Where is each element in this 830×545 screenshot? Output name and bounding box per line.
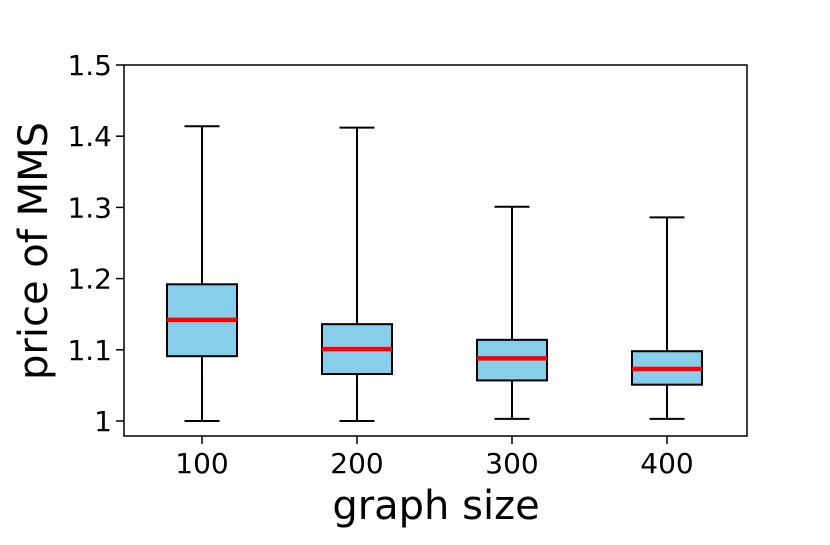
- x-tick-label: 200: [330, 447, 383, 480]
- y-tick-label: 1.5: [67, 49, 112, 82]
- x-tick-label: 300: [485, 447, 538, 480]
- plot-content: [166, 125, 703, 422]
- y-tick-label: 1.1: [67, 334, 112, 367]
- box-200: [321, 126, 393, 422]
- y-tick-label: 1.3: [67, 191, 112, 224]
- y-tick-label: 1.4: [67, 120, 112, 153]
- y-tick-label: 1.2: [67, 263, 112, 296]
- box-100: [166, 125, 238, 422]
- x-tick-label: 400: [640, 447, 693, 480]
- box-300: [476, 205, 548, 420]
- x-axis-title: graph size: [332, 483, 539, 529]
- x-tick-label: 100: [175, 447, 228, 480]
- x-axis: 100 200 300 400: [175, 436, 694, 480]
- box-400: [631, 216, 703, 420]
- y-axis: 1 1.1 1.2 1.3 1.4 1.5: [67, 49, 124, 438]
- plot-frame: [123, 64, 748, 437]
- y-tick-label: 1: [94, 405, 112, 438]
- y-axis-title: price of MMS: [11, 122, 57, 380]
